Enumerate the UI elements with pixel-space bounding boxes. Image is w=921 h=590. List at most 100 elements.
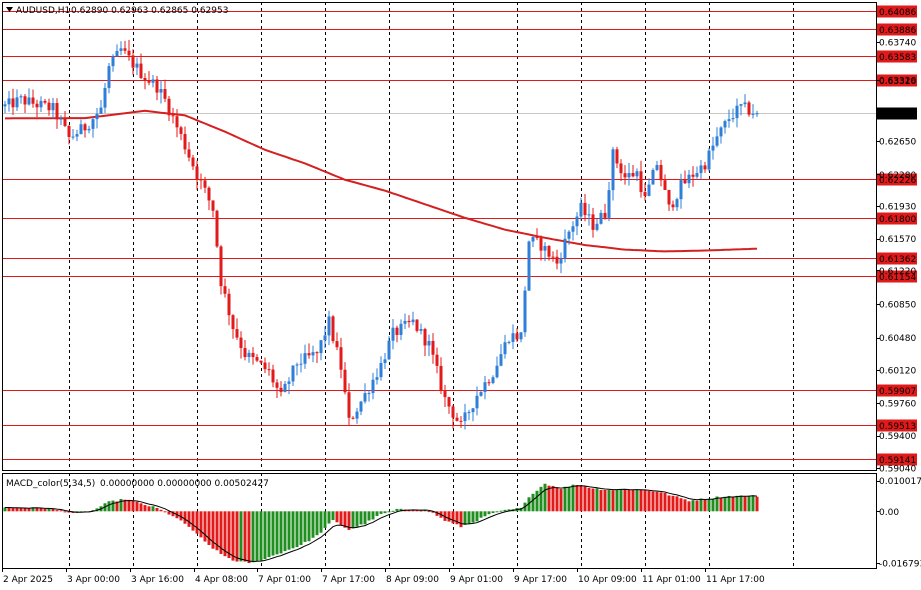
level-price-tag bbox=[877, 270, 917, 283]
macd-bar bbox=[243, 511, 247, 562]
macd-bar bbox=[315, 511, 319, 536]
level-price-label: 0.64086 bbox=[879, 8, 916, 18]
macd-signal-line bbox=[5, 485, 758, 563]
dropdown-triangle-icon[interactable] bbox=[6, 7, 13, 12]
macd-bar bbox=[11, 507, 15, 512]
time-tick-label: 7 Apr 01:00 bbox=[258, 575, 311, 585]
macd-bar bbox=[735, 495, 739, 512]
candle-body bbox=[31, 97, 35, 104]
macd-bar bbox=[411, 509, 415, 512]
macd-bar bbox=[391, 510, 395, 512]
candle-body bbox=[271, 369, 275, 383]
macd-bar bbox=[507, 509, 511, 512]
macd-bar bbox=[283, 511, 287, 552]
macd-bar bbox=[227, 511, 231, 559]
candle-body bbox=[71, 136, 75, 138]
macd-bar bbox=[307, 511, 311, 542]
macd-bar bbox=[571, 484, 575, 512]
candle-body bbox=[383, 359, 387, 364]
level-price-tag bbox=[877, 453, 917, 466]
macd-bar bbox=[727, 495, 731, 512]
candle-body bbox=[731, 118, 735, 120]
macd-bar bbox=[63, 511, 67, 513]
macd-tick-label: 0.0100174 bbox=[879, 477, 921, 487]
candle-body bbox=[655, 165, 659, 170]
price-tick-label: 0.62280 bbox=[879, 171, 916, 181]
candle-body bbox=[579, 202, 583, 217]
candle-body bbox=[639, 171, 643, 193]
candle-body bbox=[103, 87, 107, 108]
candle-body bbox=[331, 316, 335, 342]
candle-body bbox=[19, 96, 23, 98]
candle-body bbox=[507, 341, 511, 343]
macd-indicator-values: 0.00000000 0.00000000 0.00502427 bbox=[100, 479, 269, 489]
candle-body bbox=[467, 412, 471, 414]
candle-body bbox=[319, 340, 323, 354]
level-price-label: 0.61362 bbox=[879, 255, 916, 265]
candle-body bbox=[575, 216, 579, 227]
candle-body bbox=[55, 103, 59, 120]
macd-bar bbox=[291, 511, 295, 549]
macd-bar bbox=[279, 511, 283, 554]
candle-body bbox=[379, 363, 383, 378]
macd-bar bbox=[311, 511, 315, 538]
macd-bar bbox=[271, 511, 275, 556]
macd-bar bbox=[319, 511, 323, 533]
price-tick-label: 0.60120 bbox=[879, 367, 916, 377]
candle-body bbox=[651, 169, 655, 185]
macd-bar bbox=[239, 511, 243, 562]
candle-body bbox=[247, 352, 251, 358]
macd-bar bbox=[179, 511, 183, 521]
candle-body bbox=[735, 105, 739, 119]
macd-bar bbox=[195, 511, 199, 534]
macd-bar bbox=[459, 511, 463, 528]
candle-body bbox=[287, 381, 291, 384]
candle-body bbox=[419, 329, 423, 331]
level-price-label: 0.62226 bbox=[879, 176, 916, 186]
macd-bar bbox=[327, 511, 331, 524]
candle-body bbox=[111, 56, 115, 67]
level-price-tag bbox=[877, 419, 917, 432]
candle-body bbox=[455, 417, 459, 421]
macd-bar bbox=[543, 483, 547, 512]
macd-bar bbox=[703, 499, 707, 512]
ma-line bbox=[5, 109, 758, 253]
macd-bar bbox=[711, 498, 715, 512]
current-price-tag bbox=[877, 107, 917, 120]
candle-body bbox=[743, 102, 747, 105]
candle-body bbox=[27, 97, 31, 105]
candle-body bbox=[99, 107, 103, 114]
price-tick-label: 0.59400 bbox=[879, 432, 916, 442]
macd-bar bbox=[399, 508, 403, 512]
macd-bar bbox=[47, 508, 51, 512]
candle-body bbox=[555, 256, 559, 264]
level-price-tag bbox=[877, 5, 917, 18]
macd-bar bbox=[691, 500, 695, 512]
macd-bar bbox=[699, 498, 703, 512]
candle-body bbox=[211, 200, 215, 211]
candle-body bbox=[707, 150, 711, 170]
candle-body bbox=[531, 236, 535, 242]
candle-body bbox=[587, 214, 591, 216]
candle-body bbox=[727, 119, 731, 122]
macd-bar bbox=[115, 501, 119, 512]
macd-bar bbox=[207, 511, 211, 545]
current-price-label: 0.62953 bbox=[879, 110, 916, 120]
candle-body bbox=[335, 341, 339, 348]
macd-bar bbox=[267, 511, 271, 558]
macd-bar bbox=[639, 489, 643, 512]
level-price-label: 0.61800 bbox=[879, 215, 916, 225]
ohlc-values: 0.62890 0.62963 0.62865 0.62953 bbox=[71, 6, 228, 16]
price-tick-label: 0.60850 bbox=[879, 301, 916, 311]
candle-body bbox=[107, 66, 111, 88]
time-axis: 2 Apr 2025 3 Apr 00:00 3 Apr 16:00 4 Apr 08… bbox=[2, 568, 765, 585]
candle-body bbox=[583, 202, 587, 216]
candle-body bbox=[39, 100, 43, 108]
candle-body bbox=[131, 55, 135, 68]
candle-body bbox=[479, 392, 483, 396]
price-tick-label: 0.61570 bbox=[879, 235, 916, 245]
candle-body bbox=[523, 290, 527, 333]
macd-tick-label: -0.0167932 bbox=[879, 559, 921, 569]
macd-bar bbox=[627, 489, 631, 512]
macd-bar bbox=[275, 511, 279, 555]
